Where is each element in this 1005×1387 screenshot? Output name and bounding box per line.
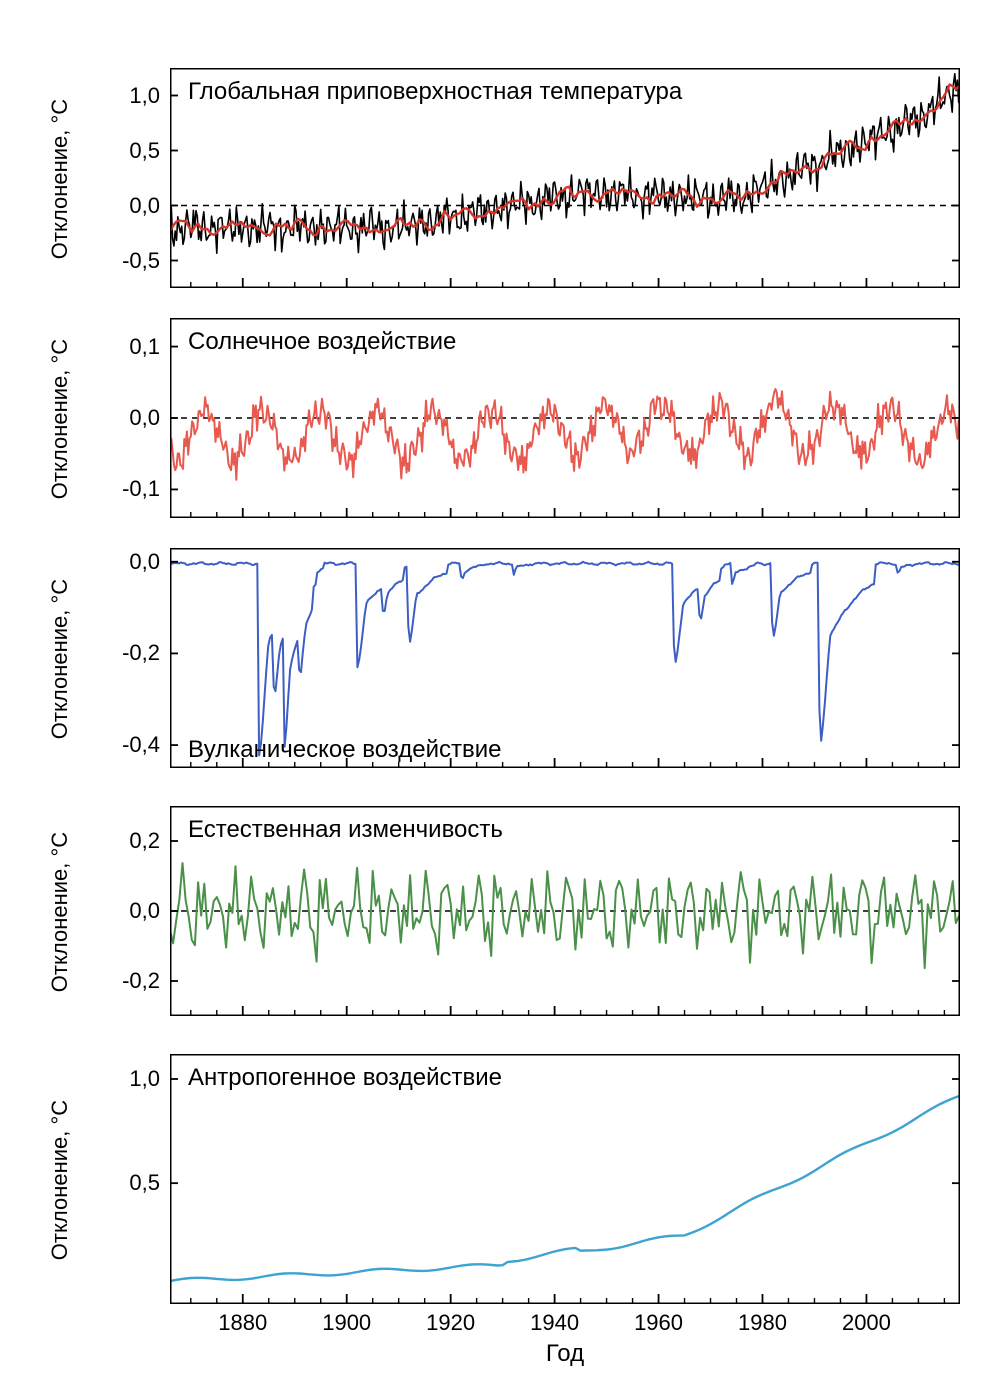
ytick-label: 0,0	[100, 898, 160, 924]
ylabel-solar: Отклонение, °С	[47, 319, 73, 519]
panel-title-natural: Естественная изменчивость	[188, 816, 503, 844]
climate-attribution-figure: -0,5 0,0 0,5 1,0 Глобальная приповерхностная…	[0, 0, 1005, 1387]
ytick-label: 0,0	[100, 193, 160, 219]
xtick-label: 1920	[421, 1310, 481, 1336]
ytick-label: 0,0	[100, 405, 160, 431]
panel-frame	[171, 549, 960, 768]
panel-title-solar: Солнечное воздействие	[188, 328, 456, 356]
xtick-label: 1980	[733, 1310, 793, 1336]
ytick-label: -0,2	[100, 640, 160, 666]
ylabel-natural: Отклонение, °С	[47, 812, 73, 1012]
series-smoothed	[170, 85, 959, 236]
ylabel-temp: Отклонение, °С	[47, 79, 73, 279]
xlabel: Год	[525, 1340, 605, 1368]
ytick-label: 1,0	[100, 1066, 160, 1092]
xtick-label: 2000	[836, 1310, 896, 1336]
xtick-label: 1940	[525, 1310, 585, 1336]
ytick-label: 0,5	[100, 1170, 160, 1196]
ytick-label: 0,5	[100, 138, 160, 164]
ylabel-anthro: Отклонение, °С	[47, 1080, 73, 1280]
xtick-label: 1880	[213, 1310, 273, 1336]
plot-volcanic	[170, 548, 960, 768]
series-anthro	[170, 1096, 960, 1281]
series-volcanic	[170, 562, 960, 756]
ytick-label: 1,0	[100, 83, 160, 109]
xtick-label: 1900	[317, 1310, 377, 1336]
panel-title-volcanic: Вулканическое воздействие	[188, 736, 502, 764]
ytick-label: 0,2	[100, 828, 160, 854]
panel-title-temp: Глобальная приповерхностная температура	[188, 78, 682, 106]
panel-title-anthro: Антропогенное воздействие	[188, 1064, 502, 1092]
ytick-label: -0,2	[100, 968, 160, 994]
ytick-label: -0,1	[100, 476, 160, 502]
series-solar	[170, 389, 960, 480]
ytick-label: -0,5	[100, 248, 160, 274]
xtick-label: 1960	[629, 1310, 689, 1336]
ytick-label: -0,4	[100, 732, 160, 758]
ylabel-volcanic: Отклонение, °С	[47, 559, 73, 759]
series-enso	[170, 863, 959, 968]
ytick-label: 0,1	[100, 334, 160, 360]
panel-volcanic	[170, 548, 960, 768]
ytick-label: 0,0	[100, 549, 160, 575]
